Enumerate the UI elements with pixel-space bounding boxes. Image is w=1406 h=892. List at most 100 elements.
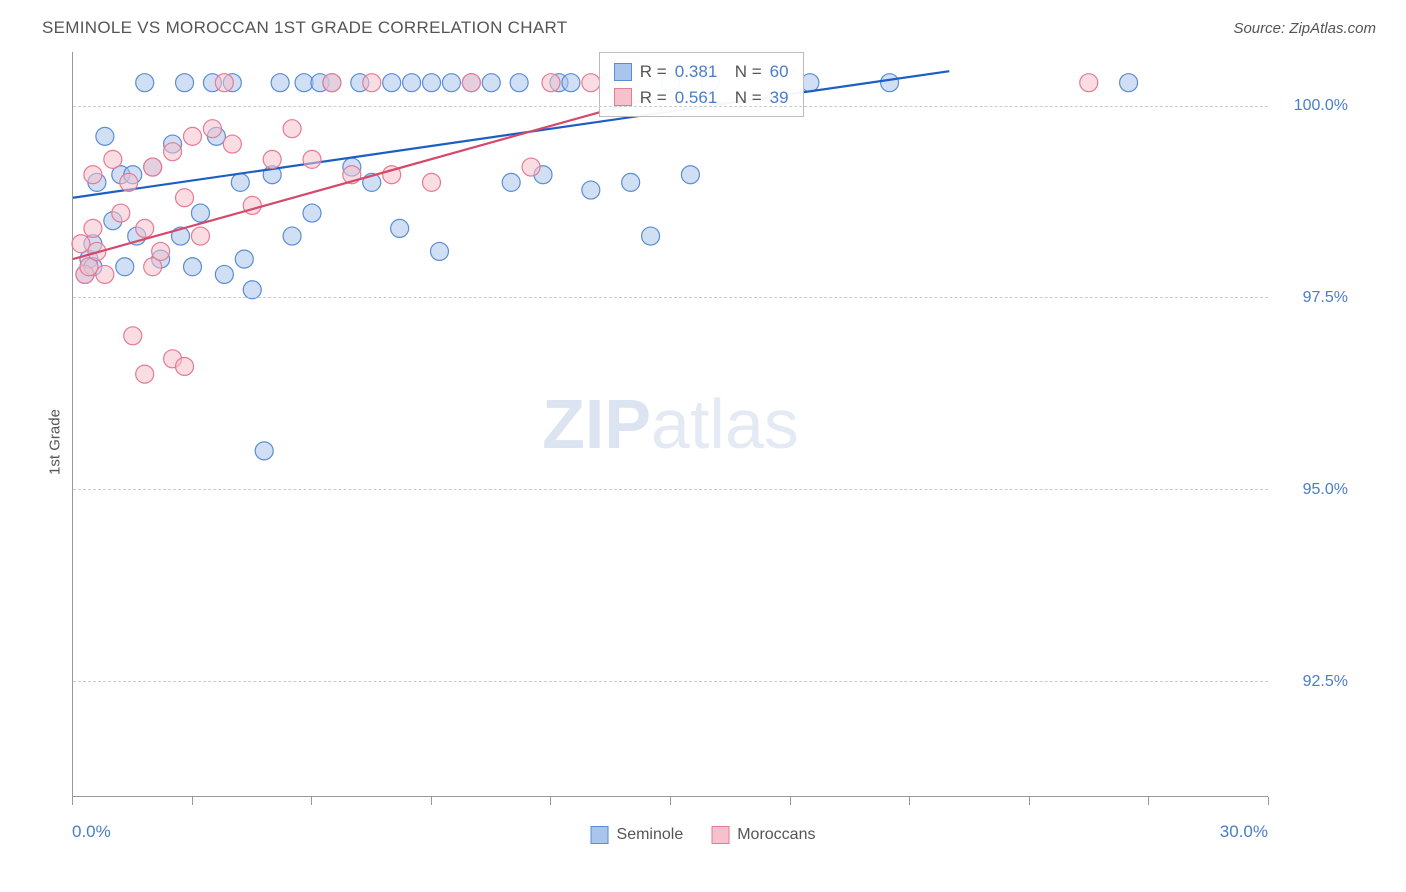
scatter-point — [1080, 74, 1098, 92]
x-tick-mark — [72, 797, 73, 805]
scatter-point — [502, 173, 520, 191]
legend-r-label: R = — [640, 59, 667, 85]
scatter-point — [423, 173, 441, 191]
x-tick-mark — [1148, 797, 1149, 805]
x-tick-mark — [670, 797, 671, 805]
scatter-point — [96, 265, 114, 283]
scatter-point — [215, 74, 233, 92]
scatter-point — [430, 242, 448, 260]
legend-r-value: 0.381 — [675, 59, 718, 85]
scatter-point — [271, 74, 289, 92]
scatter-point — [176, 189, 194, 207]
x-tick-mark — [1268, 797, 1269, 805]
scatter-point — [510, 74, 528, 92]
gridline-h — [73, 489, 1268, 490]
x-tick-mark — [311, 797, 312, 805]
scatter-point — [235, 250, 253, 268]
scatter-point — [881, 74, 899, 92]
source-label: Source: ZipAtlas.com — [1233, 20, 1376, 37]
legend-n-label: N = — [725, 59, 761, 85]
scatter-point — [295, 74, 313, 92]
x-tick-mark — [790, 797, 791, 805]
scatter-point — [1120, 74, 1138, 92]
scatter-point — [191, 204, 209, 222]
scatter-point — [255, 442, 273, 460]
scatter-point — [164, 143, 182, 161]
scatter-point — [323, 74, 341, 92]
scatter-point — [243, 281, 261, 299]
chart-title: SEMINOLE VS MOROCCAN 1ST GRADE CORRELATI… — [42, 18, 567, 38]
legend-swatch — [711, 826, 729, 844]
scatter-point — [124, 327, 142, 345]
scatter-point — [223, 135, 241, 153]
scatter-point — [120, 173, 138, 191]
scatter-point — [152, 242, 170, 260]
x-tick-label-min: 0.0% — [72, 822, 111, 842]
regression-line — [73, 98, 651, 259]
gridline-h — [73, 681, 1268, 682]
scatter-point — [801, 74, 819, 92]
bottom-legend-label: Seminole — [617, 826, 684, 844]
legend-swatch — [591, 826, 609, 844]
x-tick-mark — [550, 797, 551, 805]
scatter-point — [391, 219, 409, 237]
scatter-point — [84, 219, 102, 237]
scatter-point — [136, 219, 154, 237]
scatter-point — [582, 181, 600, 199]
x-tick-mark — [1029, 797, 1030, 805]
scatter-point — [383, 74, 401, 92]
scatter-point — [191, 227, 209, 245]
scatter-point — [562, 74, 580, 92]
scatter-point — [144, 158, 162, 176]
scatter-point — [482, 74, 500, 92]
scatter-point — [136, 365, 154, 383]
y-ticks: 92.5% 95.0% 97.5% 100.0% — [1268, 52, 1356, 797]
scatter-point — [231, 173, 249, 191]
x-tick-label-max: 30.0% — [1220, 822, 1268, 842]
legend-stats-box: R = 0.381 N = 60R = 0.561 N = 39 — [599, 52, 804, 117]
scatter-point — [72, 235, 90, 253]
scatter-point — [303, 204, 321, 222]
scatter-point — [96, 127, 114, 145]
y-axis-label: 1st Grade — [46, 409, 63, 475]
scatter-point — [622, 173, 640, 191]
plot-area: ZIPatlas R = 0.381 N = 60R = 0.561 N = 3… — [72, 52, 1268, 797]
scatter-point — [582, 74, 600, 92]
scatter-point — [215, 265, 233, 283]
scatter-point — [184, 258, 202, 276]
scatter-point — [203, 120, 221, 138]
bottom-legend: Seminole Moroccans — [591, 826, 816, 844]
scatter-point — [442, 74, 460, 92]
scatter-point — [403, 74, 421, 92]
scatter-point — [176, 357, 194, 375]
y-tick-label: 95.0% — [1303, 481, 1348, 499]
x-tick-mark — [192, 797, 193, 805]
bottom-legend-item: Moroccans — [711, 826, 815, 844]
scatter-point — [642, 227, 660, 245]
scatter-svg — [73, 52, 1268, 796]
x-tick-mark — [909, 797, 910, 805]
scatter-point — [363, 74, 381, 92]
scatter-point — [176, 74, 194, 92]
scatter-point — [681, 166, 699, 184]
scatter-point — [184, 127, 202, 145]
x-tick-mark — [431, 797, 432, 805]
chart-header: SEMINOLE VS MOROCCAN 1ST GRADE CORRELATI… — [42, 18, 1376, 38]
scatter-point — [136, 74, 154, 92]
legend-swatch — [614, 63, 632, 81]
y-tick-label: 97.5% — [1303, 289, 1348, 307]
scatter-point — [116, 258, 134, 276]
scatter-point — [104, 150, 122, 168]
legend-n-value: 60 — [770, 59, 789, 85]
y-tick-label: 100.0% — [1294, 97, 1348, 115]
scatter-point — [423, 74, 441, 92]
bottom-legend-item: Seminole — [591, 826, 684, 844]
scatter-point — [303, 150, 321, 168]
scatter-point — [263, 150, 281, 168]
chart-container: 1st Grade ZIPatlas R = 0.381 N = 60R = 0… — [50, 52, 1356, 832]
scatter-point — [522, 158, 540, 176]
scatter-point — [462, 74, 480, 92]
y-tick-label: 92.5% — [1303, 673, 1348, 691]
gridline-h — [73, 297, 1268, 298]
legend-swatch — [614, 88, 632, 106]
